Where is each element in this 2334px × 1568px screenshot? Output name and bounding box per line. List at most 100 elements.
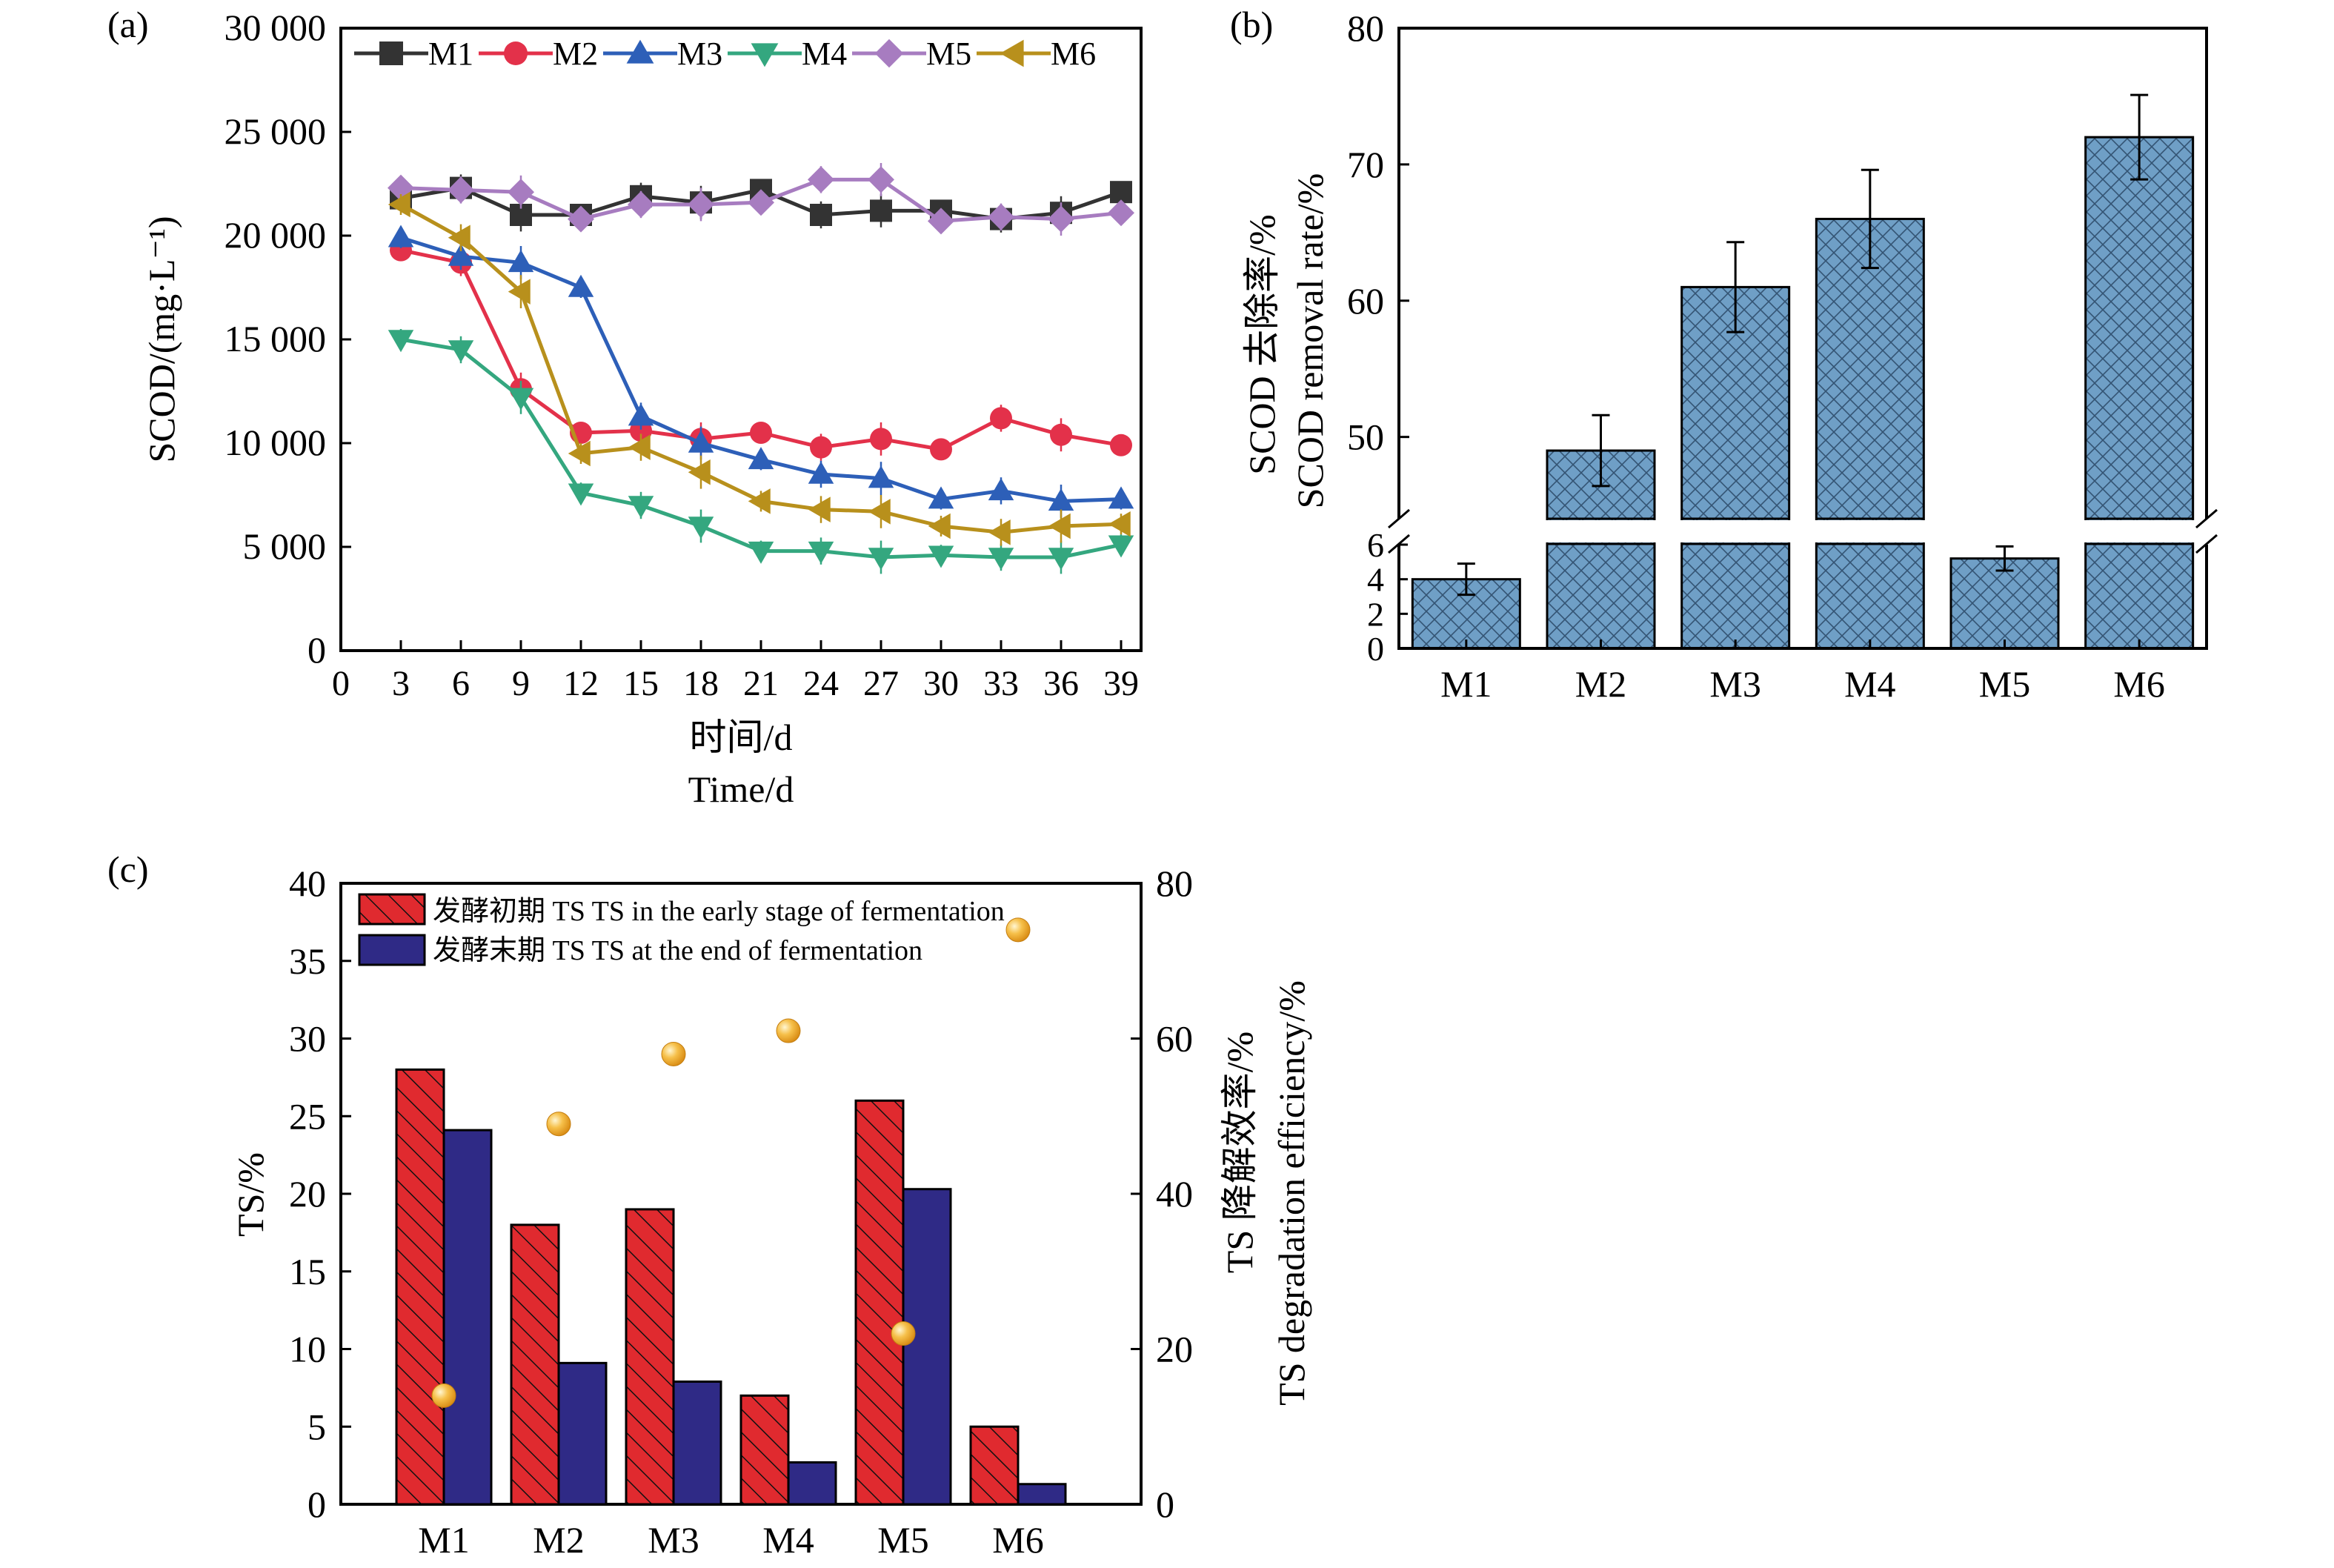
panel-a-data-point-M3 <box>688 430 714 453</box>
panel-a-x-tick-label: 18 <box>683 664 719 703</box>
panel-a-y-tick-label: 10 000 <box>225 422 327 463</box>
panel-a-data-point-M5 <box>748 189 774 216</box>
panel-a-data-point-M3 <box>568 274 594 297</box>
panel-b-x-tick-label: M5 <box>1979 663 2030 705</box>
panel-c-left-y-axis-label: TS/% <box>230 1152 271 1237</box>
panel-c-degradation-point-M6 <box>1005 917 1031 943</box>
panel-a-data-point-M3 <box>628 403 654 426</box>
panel-b-axis-break-gap <box>1678 520 1792 542</box>
panel-b-break-mark-left <box>1388 508 1410 529</box>
panel-c-left-y-tick-label: 35 <box>289 940 326 982</box>
panel-a-y-tick-label: 30 000 <box>225 7 327 48</box>
panel-c-degradation-point-M2 <box>546 1112 571 1137</box>
panel-a-data-point-M4 <box>868 548 894 571</box>
panel-a-legend-marker-M3 <box>626 39 654 64</box>
panel-a-data-point-M2 <box>750 422 772 444</box>
panel-c-left-y-tick-label: 25 <box>289 1095 326 1137</box>
panel-a-data-point-M3 <box>1108 486 1134 509</box>
panel-a-data-point-M4 <box>808 541 834 564</box>
panel-c-legend: 发酵初期 TS TS in the early stage of ferment… <box>358 893 1005 966</box>
panel-a-y-tick-label: 0 <box>307 629 326 671</box>
panel-b-x-tick-label: M3 <box>1709 663 1761 705</box>
panel-c-right-y-tick-label: 20 <box>1156 1329 1193 1370</box>
panel-b-upper-frame <box>1397 27 2208 519</box>
panel-a-data-point-M6 <box>1108 511 1131 537</box>
panel-c-right-y-axis-label-cn: TS 降解效率/% <box>1219 1032 1260 1273</box>
panel-b-bar-M3 <box>1680 285 1791 650</box>
panel-a-legend-marker-M5 <box>874 39 904 68</box>
panel-c-legend-label-final: 发酵末期 TS TS at the end of fermentation <box>433 935 922 966</box>
panel-a-data-point-M1 <box>810 204 832 226</box>
panel-b-x-tick-label: M4 <box>1844 663 1895 705</box>
panel-a-data-point-M2 <box>930 438 952 461</box>
panel-a-data-point-M2 <box>990 407 1012 430</box>
panel-c-bar-final-M5 <box>902 1188 952 1506</box>
panel-c-x-tick-label: M5 <box>877 1519 928 1561</box>
panel-a-data-point-M6 <box>988 519 1011 545</box>
panel-c-left-y-tick-label: 10 <box>289 1329 326 1370</box>
panel-a-legend-marker-M1 <box>379 41 403 65</box>
panel-a-data-point-M4 <box>1108 535 1134 558</box>
panel-a-y-axis-label: SCOD/(mg·L⁻¹) <box>141 216 182 462</box>
panel-b-axis-break-gap <box>2082 520 2196 542</box>
panel-a-data-point-M4 <box>628 496 654 519</box>
panel-b-y-tick-label: 60 <box>1347 280 1384 322</box>
panel-a-legend-marker-M6 <box>1000 39 1024 67</box>
panel-a-x-tick-label: 21 <box>743 664 779 703</box>
panel-c-degradation-point-M5 <box>891 1321 916 1346</box>
panel-a-data-point-M2 <box>870 428 892 451</box>
panel-a-legend-label-M2: M2 <box>553 36 598 72</box>
panel-c-x-tick-label: M4 <box>762 1519 814 1561</box>
panel-a-data-point-M3 <box>748 447 774 470</box>
panel-b-x-tick-label: M1 <box>1440 663 1492 705</box>
panel-a-data-point-M5 <box>928 207 954 235</box>
panel-a-x-tick-label: 24 <box>803 664 839 703</box>
panel-a-x-tick-label: 0 <box>332 664 350 703</box>
panel-c-legend-swatch-initial <box>358 893 426 926</box>
panel-c-x-tick-label: M1 <box>418 1519 469 1561</box>
panel-b-x-tick-label: M6 <box>2113 663 2164 705</box>
panel-a-legend-label-M4: M4 <box>802 36 847 72</box>
panel-c-right-y-tick-label: 60 <box>1156 1018 1193 1060</box>
panel-a-legend: M1 M2 M3 M4 M5 M6 <box>354 36 1096 72</box>
panel-c-bar-initial-M2 <box>510 1223 560 1506</box>
panel-c-legend-label-initial: 发酵初期 TS TS in the early stage of ferment… <box>433 896 1005 927</box>
panel-b-y-tick-label: 50 <box>1347 416 1384 458</box>
panel-a-data-point-M1 <box>870 199 892 222</box>
panel-a-y-tick-label: 25 000 <box>225 110 327 152</box>
panel-c-degradation-point-M4 <box>776 1018 801 1043</box>
panel-c-bar-final-M4 <box>787 1461 837 1506</box>
panel-c-left-y-tick-label: 40 <box>289 863 326 904</box>
panel-a-data-point-M5 <box>508 179 534 206</box>
panel-c-left-y-tick-label: 20 <box>289 1173 326 1215</box>
panel-c-left-y-tick-label: 0 <box>307 1484 326 1525</box>
panel-a-data-point-M5 <box>868 166 894 193</box>
panel-a-legend-label-M6: M6 <box>1051 36 1096 72</box>
panel-b-axis-break-gap <box>1813 520 1927 542</box>
panel-a-x-tick-label: 39 <box>1103 664 1139 703</box>
panel-a-data-point-M6 <box>508 279 531 305</box>
panel-a-data-point-M6 <box>1048 513 1071 539</box>
panel-c-right-y-tick-label: 0 <box>1156 1484 1174 1525</box>
panel-a-tag: (a) <box>107 4 149 45</box>
panel-b-axis-break-gap <box>1544 520 1658 542</box>
panel-a-data-point-M6 <box>868 499 891 525</box>
panel-a-x-tick-label: 33 <box>983 664 1019 703</box>
panel-c-legend-swatch-final <box>358 934 426 966</box>
panel-c-x-tick-label: M6 <box>992 1519 1043 1561</box>
panel-a-data-point-M5 <box>1108 199 1134 227</box>
panel-c-degradation-point-M1 <box>431 1383 456 1408</box>
panel-a-x-axis-label-cn: 时间/d <box>690 717 793 758</box>
panel-a-x-tick-label: 27 <box>863 664 899 703</box>
panel-a-y-tick-label: 15 000 <box>225 318 327 359</box>
panel-a-data-point-M6 <box>628 434 651 460</box>
panel-a-legend-label-M5: M5 <box>926 36 971 72</box>
panel-a-x-tick-label: 9 <box>512 664 530 703</box>
panel-b-y-axis-label-cn: SCOD 去除率/% <box>1241 214 1283 474</box>
panel-a-data-point-M6 <box>688 459 711 485</box>
panel-a-legend-label-M1: M1 <box>428 36 473 72</box>
panel-b-bar-M4 <box>1815 217 1925 650</box>
panel-a-data-point-M4 <box>688 516 714 539</box>
panel-a-y-tick-label: 5 000 <box>243 525 327 567</box>
